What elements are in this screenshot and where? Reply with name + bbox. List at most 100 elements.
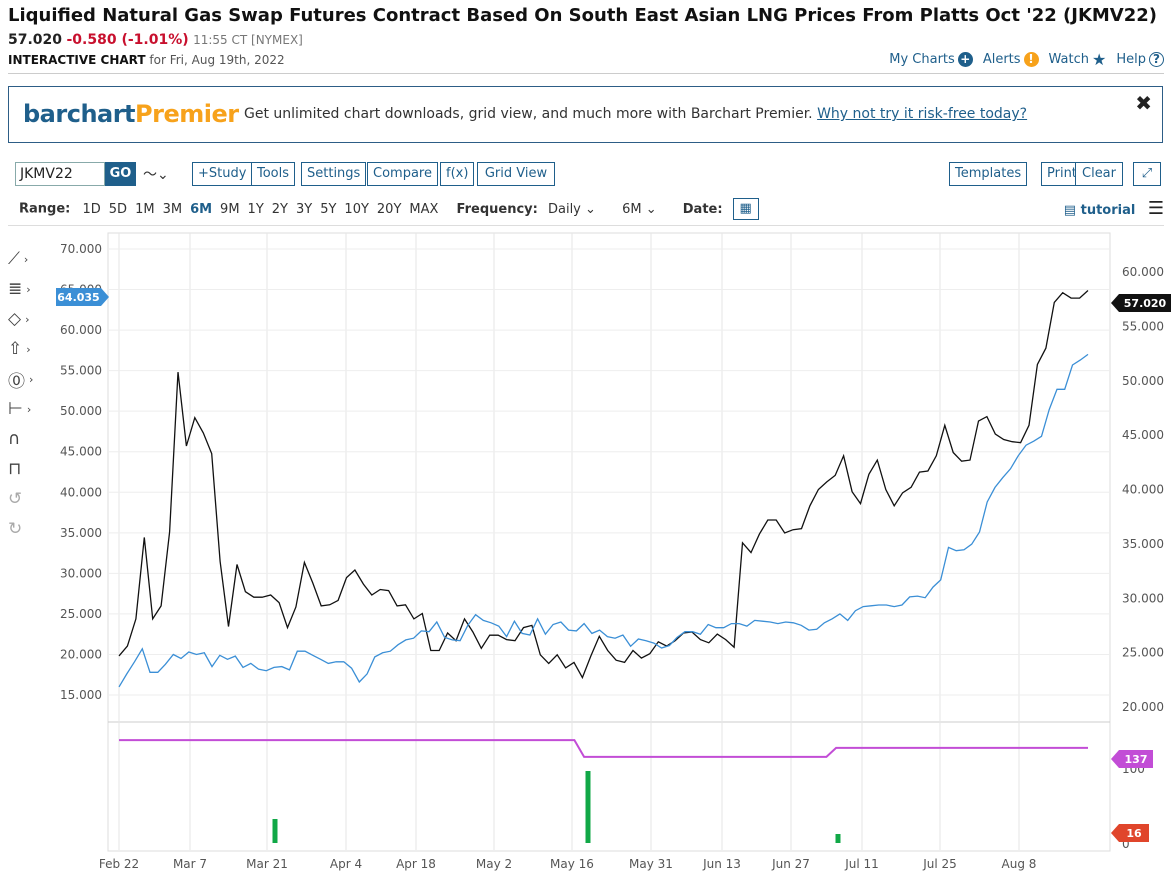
range-option-10y[interactable]: 10Y xyxy=(344,201,369,217)
left-price-marker-shape xyxy=(56,288,109,306)
help-link[interactable]: Help? xyxy=(1116,50,1164,69)
promo-message: Get unlimited chart downloads, grid view… xyxy=(244,106,1027,122)
arrow-tool-icon[interactable]: ⇧ › xyxy=(8,339,31,359)
x-tick-label: May 16 xyxy=(550,857,594,871)
chart-lines xyxy=(118,290,1089,688)
range-option-1y[interactable]: 1Y xyxy=(247,201,264,217)
x-tick-label: Mar 7 xyxy=(173,857,207,871)
right-price-marker: 57.020 xyxy=(1124,297,1167,310)
watch-link[interactable]: Watch ★ xyxy=(1049,50,1107,69)
grid-view-button[interactable]: Grid View xyxy=(477,162,555,186)
range-option-5y[interactable]: 5Y xyxy=(320,201,337,217)
templates-button[interactable]: Templates xyxy=(949,162,1028,186)
right-tick-label: 40.000 xyxy=(1122,483,1164,497)
right-tick-label: 60.000 xyxy=(1122,265,1164,279)
volume-marker-shape xyxy=(1111,824,1149,842)
go-button[interactable]: GO xyxy=(105,162,136,186)
right-tick-label: 20.000 xyxy=(1122,700,1164,714)
price-markers: 64.035 57.020 137 16 xyxy=(56,288,1171,842)
right-tick-label: 30.000 xyxy=(1122,591,1164,605)
promo-link[interactable]: Why not try it risk-free today? xyxy=(817,106,1028,122)
range-option-3y[interactable]: 3Y xyxy=(295,201,313,217)
close-icon[interactable]: ✖ xyxy=(1135,91,1152,115)
lock-icon[interactable]: ⊓ xyxy=(8,459,22,479)
menu-icon[interactable]: ☰ xyxy=(1147,198,1164,219)
redo-icon[interactable]: ↻ xyxy=(8,519,23,539)
line-tool-icon[interactable]: ⟋ › xyxy=(8,249,29,269)
x-tick-label: Jul 11 xyxy=(844,857,879,871)
undo-icon[interactable]: ↺ xyxy=(8,489,23,509)
left-tick-label: 40.000 xyxy=(60,485,102,499)
right-tick-label: 55.000 xyxy=(1122,319,1164,333)
shape-tool-icon[interactable]: ◇ › xyxy=(8,309,30,329)
range-option-1d[interactable]: 1D xyxy=(82,201,101,217)
range-option-max[interactable]: MAX xyxy=(409,201,439,217)
alert-icon: ! xyxy=(1023,52,1039,67)
quote-line: 57.020 -0.580 (-1.01%) 11:55 CT [NYMEX] xyxy=(8,32,303,48)
frequency-select[interactable]: Daily ⌄ xyxy=(548,202,596,217)
expand-icon[interactable]: ⤢ xyxy=(1133,162,1161,186)
settings-button[interactable]: Settings xyxy=(301,162,367,186)
range-options: 1D 5D 1M 3M 6M 9M 1Y 2Y 3Y 5Y 10Y 20Y MAX xyxy=(75,202,439,217)
measure-tool-icon[interactable]: ⊢ › xyxy=(8,399,32,419)
calendar-icon[interactable]: ▦ xyxy=(732,198,759,220)
price-change: -0.580 (-1.01%) xyxy=(66,32,189,48)
symbol-input[interactable]: JKMV22 xyxy=(15,162,105,186)
range-option-3m[interactable]: 3M xyxy=(162,201,183,217)
add-study-button[interactable]: +Study xyxy=(192,162,253,186)
range-option-20y[interactable]: 20Y xyxy=(376,201,402,217)
period-select[interactable]: 6M ⌄ xyxy=(622,202,657,217)
period-value: 6M xyxy=(622,201,642,217)
range-option-6m[interactable]: 6M xyxy=(190,201,213,217)
range-option-2y[interactable]: 2Y xyxy=(271,201,288,217)
last-price: 57.020 xyxy=(8,32,63,48)
volume-bar xyxy=(835,834,841,843)
left-tick-label: 35.000 xyxy=(60,526,102,540)
chart-axes: Feb 22 Mar 7 Mar 21 Apr 4 Apr 18 May 2 May 16 M… xyxy=(60,242,1164,871)
price-line xyxy=(118,290,1089,680)
x-tick-label: Aug 8 xyxy=(1002,857,1037,871)
left-tick-label: 70.000 xyxy=(60,242,102,256)
chart-toolbar: JKMV22 GO 〜⌄ +Study Tools Settings Compa… xyxy=(15,162,1164,187)
barchart-premier-logo[interactable]: barchartPremier xyxy=(23,100,239,128)
right-tick-label: 25.000 xyxy=(1122,646,1164,660)
tutorial-link[interactable]: ▤ tutorial ☰ xyxy=(1064,198,1164,219)
help-icon: ? xyxy=(1149,52,1164,67)
drawing-tools: ⟋ › ≣ › ◇ › ⇧ › ⓪ › ⊢ › ∩ ⊓ ↺ ↻ xyxy=(8,244,48,544)
x-tick-label: May 31 xyxy=(629,857,673,871)
alerts-link[interactable]: Alerts! xyxy=(983,50,1039,69)
open-interest-marker: 137 xyxy=(1125,753,1148,766)
star-icon: ★ xyxy=(1092,50,1107,69)
chart-grid xyxy=(107,232,1111,852)
open-interest-marker-shape xyxy=(1111,750,1153,768)
left-tick-label: 25.000 xyxy=(60,607,102,621)
x-tick-label: Mar 21 xyxy=(246,857,288,871)
range-option-1m[interactable]: 1M xyxy=(135,201,155,217)
right-tick-label: 50.000 xyxy=(1122,374,1164,388)
range-option-5d[interactable]: 5D xyxy=(108,201,128,217)
fx-button[interactable]: f(x) xyxy=(440,162,475,186)
left-price-marker: 64.035 xyxy=(57,291,99,304)
help-label: Help xyxy=(1116,52,1146,67)
tools-button[interactable]: Tools xyxy=(251,162,296,186)
plot-border xyxy=(107,232,1111,852)
volume-bar xyxy=(272,819,278,843)
compare-button[interactable]: Compare xyxy=(367,162,438,186)
range-option-9m[interactable]: 9M xyxy=(220,201,240,217)
range-bar: Range: 1D 5D 1M 3M 6M 9M 1Y 2Y 3Y 5Y 10Y 20Y MAX Fre… xyxy=(19,198,759,220)
magnet-icon[interactable]: ∩ xyxy=(8,429,21,449)
clear-button[interactable]: Clear xyxy=(1075,162,1123,186)
tutorial-label: tutorial xyxy=(1080,203,1136,218)
fib-tool-icon[interactable]: ≣ › xyxy=(8,279,31,299)
watch-label: Watch xyxy=(1048,52,1090,67)
my-charts-label: My Charts xyxy=(889,52,955,67)
text-tool-icon[interactable]: ⓪ › xyxy=(8,371,34,392)
x-tick-label: Feb 22 xyxy=(99,857,139,871)
chevron-down-icon: ⌄ xyxy=(645,201,657,217)
interactive-chart-label: INTERACTIVE CHART xyxy=(8,53,146,67)
my-charts-link[interactable]: My Charts + xyxy=(889,50,973,69)
x-tick-label: Apr 18 xyxy=(396,857,436,871)
frequency-value: Daily xyxy=(547,201,581,217)
chart-type-icon[interactable]: 〜⌄ xyxy=(143,167,169,183)
